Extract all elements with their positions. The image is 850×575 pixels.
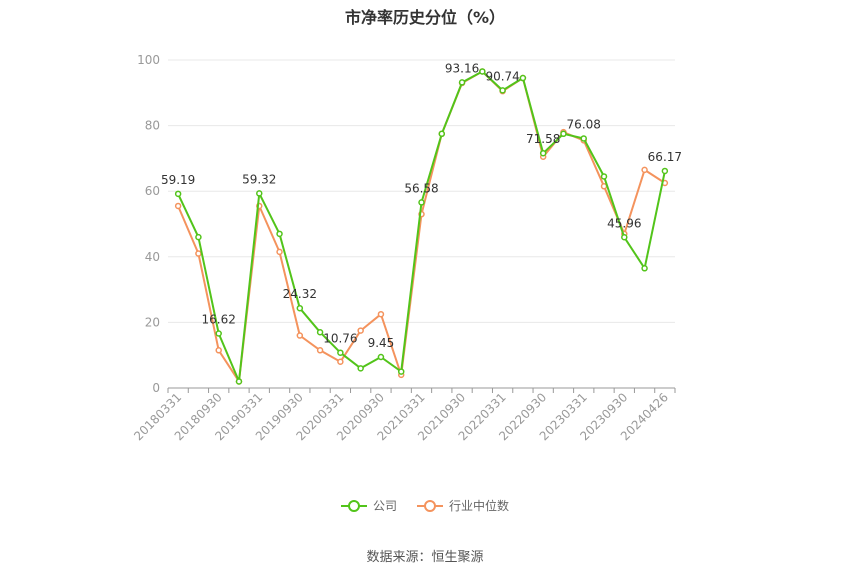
y-tick-label-60: 60 (145, 184, 160, 198)
data-point-s0-7 (316, 328, 324, 336)
data-label-2: 16.62 (202, 312, 236, 326)
data-point-s0-0 (174, 190, 182, 198)
data-point-s0-4 (256, 190, 263, 197)
data-point-s1-23 (641, 166, 648, 174)
data-point-s1-9 (357, 327, 364, 334)
data-label-8: 10.76 (323, 332, 357, 346)
data-label-22: 45.96 (607, 216, 641, 230)
data-point-s0-18 (539, 149, 547, 157)
legend-swatch-industry-median (417, 499, 443, 513)
data-point-s0-8 (337, 349, 344, 356)
data-label-14: 93.16 (445, 61, 479, 75)
data-point-s0-15 (479, 68, 486, 75)
data-point-s0-20 (580, 135, 587, 142)
data-point-s0-11 (397, 368, 405, 375)
data-source-note: 数据来源：恒生聚源 (366, 550, 484, 565)
legend-item-industry-median[interactable]: 行业中位数 (417, 497, 509, 514)
data-point-s0-5 (276, 230, 283, 238)
y-tick-label-40: 40 (145, 250, 160, 264)
data-point-s0-10 (377, 353, 385, 361)
data-point-s0-13 (438, 130, 446, 138)
data-point-s0-19 (560, 130, 567, 138)
data-label-6: 24.32 (283, 287, 317, 301)
data-point-s1-8 (337, 358, 344, 366)
data-point-s1-10 (377, 310, 385, 318)
y-tick-label-100: 100 (137, 53, 160, 67)
data-point-s0-6 (296, 304, 304, 312)
legend-swatch-company (340, 499, 367, 513)
data-point-s0-1 (195, 233, 202, 241)
data-point-s0-21 (600, 173, 608, 180)
chart-title: 市净率历史分位（%） (344, 8, 506, 27)
data-point-s0-9 (357, 365, 364, 372)
legend-label-company: 公司 (372, 499, 397, 513)
data-label-0: 59.19 (161, 173, 195, 187)
data-label-10: 9.45 (368, 336, 395, 350)
data-label-4: 59.32 (242, 172, 276, 186)
data-point-s0-23 (641, 265, 648, 272)
data-point-s1-7 (316, 347, 324, 354)
data-point-s0-2 (215, 330, 222, 337)
data-label-20: 76.08 (567, 117, 601, 131)
data-label-12: 56.58 (404, 181, 438, 195)
data-point-s0-24 (661, 167, 669, 175)
data-label-18: 71.58 (526, 132, 560, 146)
data-point-s1-2 (215, 347, 222, 354)
y-tick-label-20: 20 (145, 315, 160, 329)
data-point-s1-1 (195, 250, 202, 257)
data-point-s0-17 (519, 74, 527, 82)
legend-item-company[interactable]: 公司 (340, 497, 397, 514)
legend-label-industry-median: 行业中位数 (449, 499, 510, 513)
chart-legend: 公司 行业中位数 (0, 497, 850, 514)
data-point-s0-14 (458, 79, 466, 86)
data-point-s1-5 (276, 248, 283, 256)
y-tick-label-0: 0 (152, 381, 160, 395)
data-point-s1-0 (174, 202, 182, 210)
data-point-s0-12 (418, 199, 425, 206)
data-point-s0-3 (235, 378, 243, 385)
y-tick-label-80: 80 (145, 119, 160, 133)
data-point-s1-6 (296, 332, 304, 339)
data-label-16: 90.74 (485, 69, 519, 83)
data-point-s0-16 (499, 87, 506, 94)
data-label-24: 66.17 (648, 150, 682, 164)
data-point-s0-22 (621, 234, 628, 241)
